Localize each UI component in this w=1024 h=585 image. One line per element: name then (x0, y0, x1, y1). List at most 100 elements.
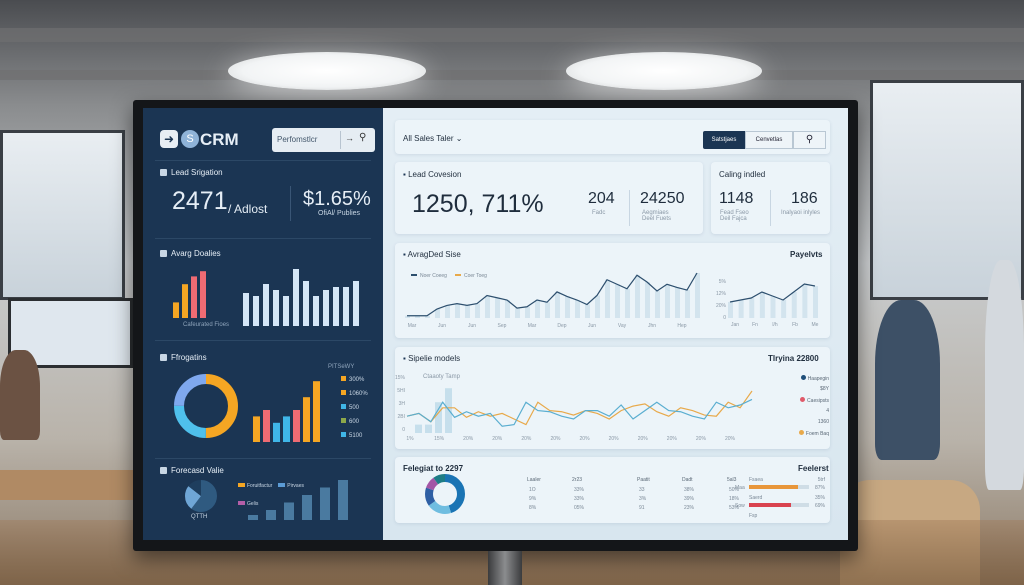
stat-value: 1148 (719, 190, 754, 207)
stat-label: Fead Fseo Deil Fajca (720, 210, 749, 222)
bar (445, 388, 452, 433)
card-title: AvragDed Sise (407, 250, 461, 259)
legend-swatch (341, 432, 346, 437)
person (875, 300, 940, 460)
axis-tick-label: 1% (406, 436, 414, 442)
legend-item: Coer Toeg (454, 273, 487, 279)
table-cell: 33 (639, 487, 645, 493)
area-bar (738, 300, 744, 318)
divider (629, 190, 630, 226)
section-icon (160, 169, 167, 176)
forecast-donut-chart (425, 474, 465, 514)
legend-label: Noer Coeeg (420, 273, 447, 279)
lead-metric: $1.65% (303, 188, 371, 210)
search-icon[interactable]: ⚲ (359, 132, 367, 143)
bar (253, 416, 260, 442)
arrow-icon[interactable]: → (345, 133, 354, 143)
area-bar (675, 287, 680, 318)
axis-tick-label: l/h (772, 322, 778, 328)
axis-tick-label: 20% (609, 436, 620, 442)
bar (284, 502, 294, 520)
pie-label: QTTH (191, 514, 208, 520)
legend-swatch (238, 501, 245, 505)
bar (248, 515, 258, 520)
progress-name: Fsaea (749, 477, 763, 483)
legend-label: 600 (349, 419, 360, 425)
bar (323, 290, 329, 326)
filter-dropdown[interactable]: All Sales Taler ⌄ (403, 134, 462, 143)
avg-deal-card: ▪ AvragDed Sise Noer Coeeg Coer Toeg Mar J… (395, 243, 830, 338)
search-button[interactable]: ⚲ (793, 131, 826, 149)
bar (333, 287, 339, 326)
legend-item: Caesipsts (789, 397, 829, 408)
conversion-value: 1250, 711% (412, 190, 544, 218)
table-cell: 8% (529, 505, 537, 511)
bar (266, 510, 276, 520)
axis-tick-label: Me (812, 322, 819, 328)
avg-small-bar-chart (173, 271, 206, 318)
divider (155, 238, 371, 239)
donut-segment (425, 474, 465, 514)
series-line-blue (406, 398, 753, 427)
table-cell: 39% (684, 496, 695, 502)
axis-tick-label: 15% (395, 375, 406, 381)
area-bar (505, 300, 510, 318)
legend-item: Haapegin (789, 375, 829, 386)
area-bar (781, 300, 787, 318)
area-bar (515, 308, 520, 318)
area-bar (802, 284, 808, 318)
area-bar (695, 273, 700, 318)
axis-tick-label: 12% (716, 291, 727, 297)
donut-segment (185, 480, 217, 512)
filter-label: All Sales Taler (403, 134, 454, 143)
area-bar (575, 300, 580, 318)
axis-tick-label: 5% (719, 279, 727, 285)
legend-swatch (800, 375, 806, 380)
axis-tick-label: 20% (521, 436, 532, 442)
legend-swatch (341, 390, 346, 395)
progress-name: Saerd (749, 495, 763, 501)
table-header: Laaler (527, 477, 541, 483)
bar (243, 293, 249, 326)
area-bar (455, 303, 460, 318)
avg-deal-line-chart: Mar Jun Jun Sep Mar Dep Jun Vay Jhn Hep (405, 272, 700, 329)
main-panel: All Sales Taler ⌄ Satstjaes Cenvetlas ⚲ … (383, 108, 848, 540)
legend-label: Coer Toeg (463, 273, 487, 279)
legend-swatch (341, 418, 346, 423)
person (985, 260, 1024, 490)
divider (155, 160, 371, 161)
legend-item: 300% (341, 376, 368, 390)
axis-tick-label: 20% (550, 436, 561, 442)
person (0, 350, 40, 440)
area-bar (585, 304, 590, 318)
bar (313, 381, 320, 442)
pipeline-card: ▪ Sipelie models Tlryina 22800 Ctaaoty T… (395, 347, 830, 449)
area-bar (435, 309, 440, 318)
area-bar (445, 305, 450, 318)
ceiling-beam (0, 70, 1024, 80)
area-bar (555, 291, 560, 318)
progress-right: 5trf (817, 477, 825, 483)
secondary-tab-button[interactable]: Cenvetlas (745, 131, 793, 149)
bar (320, 487, 330, 520)
progress-bar-chart (253, 381, 320, 442)
bar (283, 416, 290, 442)
bar (293, 269, 299, 326)
table-cell: 33% (574, 487, 585, 493)
search-input[interactable]: Perfomstlcr (277, 135, 318, 144)
area-bar (605, 279, 610, 318)
bar (313, 296, 319, 326)
donut-segment (425, 474, 465, 514)
legend-item: Pirvaes (278, 483, 304, 489)
arrow-right-icon[interactable]: ➜ (160, 130, 178, 148)
area-bar (749, 298, 755, 318)
primary-tab-button[interactable]: Satstjaes (703, 131, 745, 149)
bar (302, 495, 312, 520)
axis-tick-label: 15% (434, 436, 445, 442)
section-title: Ffrogatins (171, 353, 207, 362)
card-title: Sipelie models (408, 354, 461, 363)
axis-tick-label: 20% (463, 436, 474, 442)
search-box[interactable]: Perfomstlcr → ⚲ (272, 128, 375, 152)
progress-footer: Fsp (749, 513, 758, 519)
legend-item: $8Y (789, 386, 829, 397)
